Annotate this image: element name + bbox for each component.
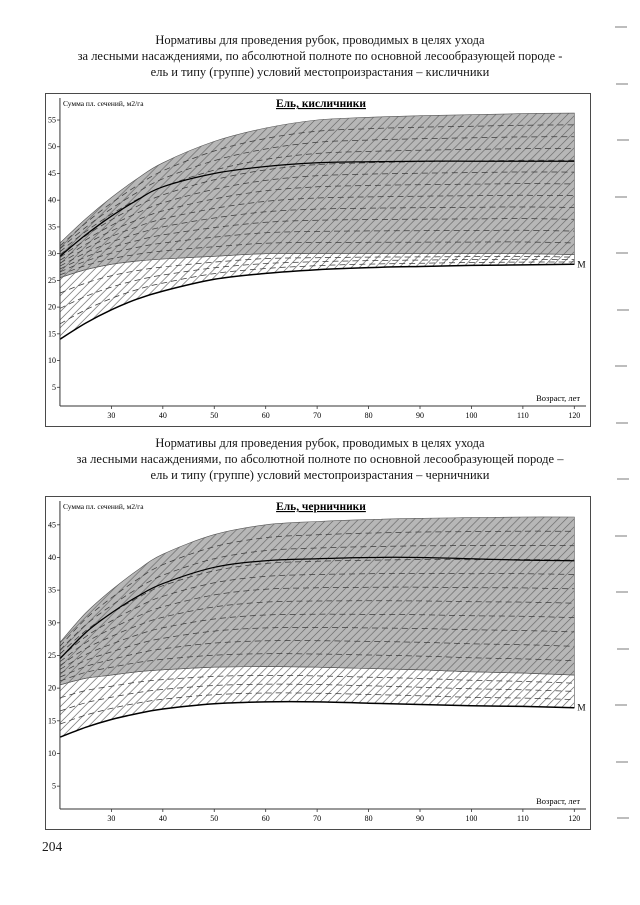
svg-text:15: 15 [48,329,56,338]
scan-mark [616,82,628,85]
svg-text:15: 15 [48,716,56,725]
chart-el-kislichniki: 30 40 50 60 70 80 90 100 110 120 5 10 15 20 25 30 35 40 45… [45,93,591,427]
svg-text:40: 40 [48,196,56,205]
svg-text:110: 110 [517,411,529,420]
svg-text:90: 90 [416,411,424,420]
svg-text:20: 20 [48,303,56,312]
svg-text:80: 80 [365,814,373,823]
svg-text:5: 5 [52,383,56,392]
svg-text:40: 40 [159,411,167,420]
curve-annotation-M: М [577,704,586,714]
svg-text:70: 70 [313,814,321,823]
scan-mark [615,195,627,198]
svg-text:30: 30 [107,814,115,823]
svg-text:120: 120 [568,411,580,420]
svg-text:80: 80 [365,411,373,420]
scan-mark [615,365,627,367]
title-line-1: Нормативы для проведения рубок, проводим… [155,33,485,47]
svg-text:100: 100 [465,411,477,420]
svg-text:120: 120 [568,814,580,823]
svg-text:110: 110 [517,814,529,823]
svg-text:35: 35 [48,586,56,595]
scan-mark [617,817,629,819]
svg-text:60: 60 [262,411,270,420]
svg-text:30: 30 [48,249,56,258]
svg-text:55: 55 [48,116,56,125]
svg-text:90: 90 [416,814,424,823]
svg-text:Сумма пл. сечений, м2/га: Сумма пл. сечений, м2/га [63,99,144,108]
svg-text:35: 35 [48,222,56,231]
svg-text:Ель, кисличники: Ель, кисличники [276,98,366,110]
chart-el-kislichniki-canvas: 30 40 50 60 70 80 90 100 110 120 5 10 15 20 25 30 35 40 45… [48,98,586,420]
curve-annotation-M: М [577,260,586,270]
svg-text:30: 30 [107,411,115,420]
title-line-1: Нормативы для проведения рубок, проводим… [155,436,485,450]
svg-text:40: 40 [48,553,56,562]
scan-mark [617,308,629,311]
svg-text:5: 5 [52,782,56,791]
svg-text:10: 10 [48,356,56,365]
svg-text:Возраст, лет: Возраст, лет [536,393,580,403]
scan-mark [615,534,627,537]
svg-text:25: 25 [48,651,56,660]
svg-text:40: 40 [159,814,167,823]
section1-title: Нормативы для проведения рубок, проводим… [18,32,622,80]
section2-title: Нормативы для проведения рубок, проводим… [18,435,622,483]
svg-text:50: 50 [48,142,56,151]
svg-text:Возраст, лет: Возраст, лет [536,796,580,806]
svg-text:70: 70 [313,411,321,420]
svg-text:Сумма пл. сечений, м2/га: Сумма пл. сечений, м2/га [63,502,144,511]
svg-text:50: 50 [210,814,218,823]
svg-text:30: 30 [48,618,56,627]
svg-text:45: 45 [48,520,56,529]
scan-mark [616,591,628,593]
svg-text:25: 25 [48,276,56,285]
scan-mark [615,704,627,706]
svg-text:45: 45 [48,169,56,178]
scan-mark [616,421,628,424]
svg-text:100: 100 [465,814,477,823]
chart-el-chernichniki: 30 40 50 60 70 80 90 100 110 120 5 10 15 20 25 30 35 40 45… [45,496,591,830]
scan-mark [616,252,628,254]
title-line-2: за лесными насаждениями, по абсолютной п… [77,49,563,63]
page-number: 204 [42,839,63,854]
svg-text:60: 60 [262,814,270,823]
chart-el-chernichniki-canvas: 30 40 50 60 70 80 90 100 110 120 5 10 15 20 25 30 35 40 45… [48,501,586,823]
title-line-3: ель и типу (группе) условий местопроизра… [150,65,490,79]
scan-mark [617,139,629,141]
svg-text:50: 50 [210,411,218,420]
svg-text:20: 20 [48,684,56,693]
scan-mark [615,26,627,28]
title-line-3: ель и типу (группе) условий местопроизра… [150,468,490,482]
title-line-2: за лесными насаждениями, по абсолютной п… [76,452,564,466]
svg-text:10: 10 [48,749,56,758]
svg-text:Ель, черничники: Ель, черничники [276,501,366,513]
scan-mark [617,647,629,650]
scan-mark [616,760,628,763]
